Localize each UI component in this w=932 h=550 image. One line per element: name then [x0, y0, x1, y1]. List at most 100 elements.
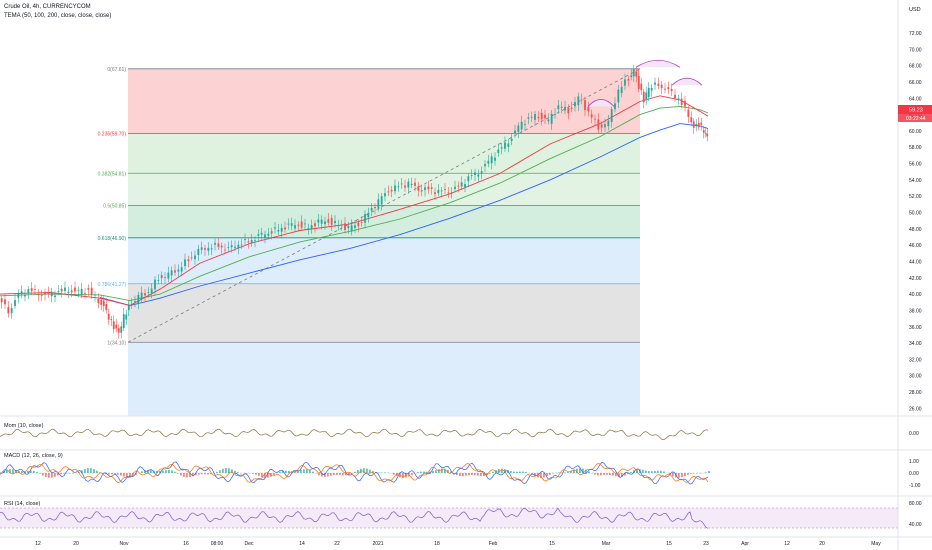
macd-histogram-bar	[384, 472, 386, 473]
macd-legend[interactable]: MACD (12, 26, close, 9)	[4, 453, 63, 459]
head-shoulder-arcs[interactable]	[587, 59, 703, 107]
candle-body	[674, 94, 676, 99]
candle-body	[604, 124, 606, 128]
candle-body	[427, 186, 430, 190]
macd-histogram-bar	[183, 473, 185, 477]
price-tick-label: 52.00	[909, 194, 922, 200]
candle-body	[350, 225, 353, 232]
currency-label: USD	[909, 7, 921, 13]
candle-body	[424, 187, 426, 191]
mom-legend[interactable]: Mom (10, close)	[4, 423, 44, 429]
macd-histogram-bar	[558, 472, 560, 473]
macd-histogram-bar	[708, 471, 710, 473]
macd-histogram-bar	[216, 471, 218, 473]
candle-body	[400, 183, 403, 185]
fib-zone	[128, 283, 640, 343]
candle-body	[407, 181, 410, 188]
tema-50-line[interactable]	[0, 95, 709, 306]
macd-histogram-bar	[111, 473, 113, 475]
candle-body	[337, 225, 340, 227]
candle-body	[430, 187, 433, 189]
macd-histogram-bar	[480, 473, 482, 477]
macd-histogram-bar	[102, 473, 104, 474]
macd-histogram-bar	[27, 470, 29, 473]
macd-histogram-bar	[447, 469, 449, 473]
macd-histogram-bar	[516, 471, 518, 473]
candle-body	[354, 225, 356, 228]
macd-histogram-bar	[474, 473, 476, 476]
candle-body	[347, 226, 350, 229]
fibonacci-labels: 0(67.61) 0.236(59.70) 0.382(54.81) 0.5(50.8…	[98, 67, 127, 346]
macd-histogram-bar	[540, 473, 542, 478]
tema-200-line[interactable]	[99, 123, 709, 306]
candle-body	[164, 277, 166, 279]
candle-body	[690, 117, 693, 123]
fib-zone	[128, 133, 640, 174]
candle-body	[417, 186, 420, 191]
price-axis[interactable]: 72.0070.0068.0066.0064.0062.0060.0058.00…	[909, 31, 922, 412]
candle-body	[334, 220, 336, 224]
candle-body	[324, 221, 326, 225]
tema-100-line[interactable]	[0, 105, 709, 302]
macd-histogram-bar	[648, 471, 650, 473]
macd-histogram-bar	[429, 471, 431, 473]
macd-histogram-bar	[120, 473, 122, 476]
macd-histogram-bar	[546, 473, 548, 477]
price-tick-label: 30.00	[909, 374, 922, 380]
rsi-legend[interactable]: RSI (14, close)	[4, 501, 41, 507]
macd-histogram-bar	[252, 473, 254, 474]
rsi-value-label: 80.00	[909, 501, 922, 507]
candle-body	[260, 232, 263, 235]
macd-histogram-bar	[621, 473, 623, 477]
candle-body	[240, 244, 243, 246]
candle-body	[697, 122, 700, 128]
macd-histogram-bar	[519, 471, 521, 473]
candle-body	[410, 183, 413, 186]
candle-body	[237, 244, 240, 249]
candle-body	[464, 184, 466, 188]
candle-body	[187, 259, 190, 262]
candle-body	[414, 182, 416, 186]
candle-body	[680, 98, 683, 106]
macd-histogram-bar	[630, 471, 632, 473]
candle-body	[550, 113, 553, 124]
price-tick-label: 46.00	[909, 243, 922, 249]
arc-shape[interactable]	[635, 59, 681, 68]
macd-histogram-bar	[348, 473, 350, 475]
candle-body	[90, 287, 93, 295]
candle-body	[540, 112, 543, 120]
candle-body	[284, 227, 286, 230]
fib-zone	[128, 205, 640, 238]
arc-shape[interactable]	[671, 77, 703, 86]
candle-body	[364, 214, 366, 223]
candle-body	[514, 130, 516, 134]
candle-body	[667, 87, 670, 90]
candle-body	[684, 100, 686, 107]
candle-body	[220, 245, 223, 248]
candle-body	[137, 294, 140, 304]
candle-body	[217, 243, 220, 247]
candle-body	[635, 71, 638, 77]
candle-body	[670, 88, 673, 92]
candle-body	[570, 107, 573, 109]
candle-body	[200, 247, 203, 250]
macd-histogram-bar	[603, 473, 605, 475]
macd-histogram-bar	[327, 473, 329, 477]
arc-shape[interactable]	[587, 99, 615, 107]
macd-histogram-bar	[231, 469, 233, 473]
time-tick-label: 23	[703, 541, 709, 547]
time-tick-label: 15	[549, 541, 555, 547]
trend-line[interactable]	[127, 68, 641, 343]
last-price-value: 59.23	[909, 108, 923, 114]
candle-body	[250, 239, 253, 244]
time-axis[interactable]: 12 20 Nov 16 08:00 Dec 14 22 2021 18 Feb 15 Mar 15 23 A…	[35, 541, 881, 547]
candle-body	[330, 217, 333, 225]
candle-body	[367, 212, 370, 218]
macd-histogram-bar	[372, 470, 374, 473]
macd-histogram-bar	[483, 473, 485, 477]
price-tick-label: 72.00	[909, 31, 922, 37]
macd-histogram-bar	[357, 470, 359, 473]
candle-body	[214, 242, 216, 245]
candle-body	[264, 234, 266, 238]
